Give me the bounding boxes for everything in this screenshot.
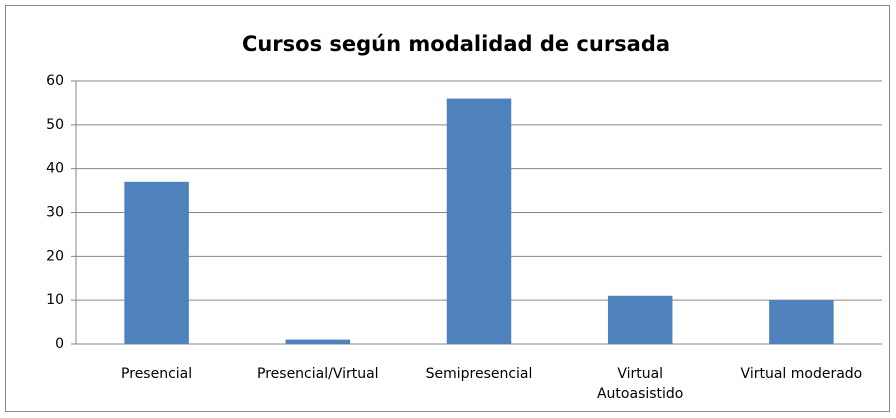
x-tick-label: Virtual Autoasistido bbox=[596, 366, 684, 402]
x-tick-label: Semipresencial bbox=[425, 366, 533, 382]
y-tick-label: 40 bbox=[46, 161, 64, 177]
y-tick-label: 0 bbox=[55, 336, 64, 352]
bar bbox=[769, 300, 834, 344]
y-tick-label: 10 bbox=[46, 292, 64, 308]
y-tick-label: 50 bbox=[46, 117, 64, 133]
y-tick-label: 60 bbox=[46, 73, 64, 89]
bar bbox=[607, 295, 673, 344]
x-tick-label: Virtual moderado bbox=[740, 366, 863, 382]
bar bbox=[124, 181, 189, 344]
bar bbox=[446, 98, 512, 345]
x-tick-label: Presencial/Virtual bbox=[257, 366, 379, 382]
bar bbox=[285, 339, 351, 344]
chart-title: Cursos según modalidad de cursada bbox=[242, 32, 670, 56]
x-tick-label: Presencial bbox=[121, 366, 193, 382]
y-tick-label: 30 bbox=[46, 205, 64, 221]
y-tick-label: 20 bbox=[46, 248, 64, 264]
